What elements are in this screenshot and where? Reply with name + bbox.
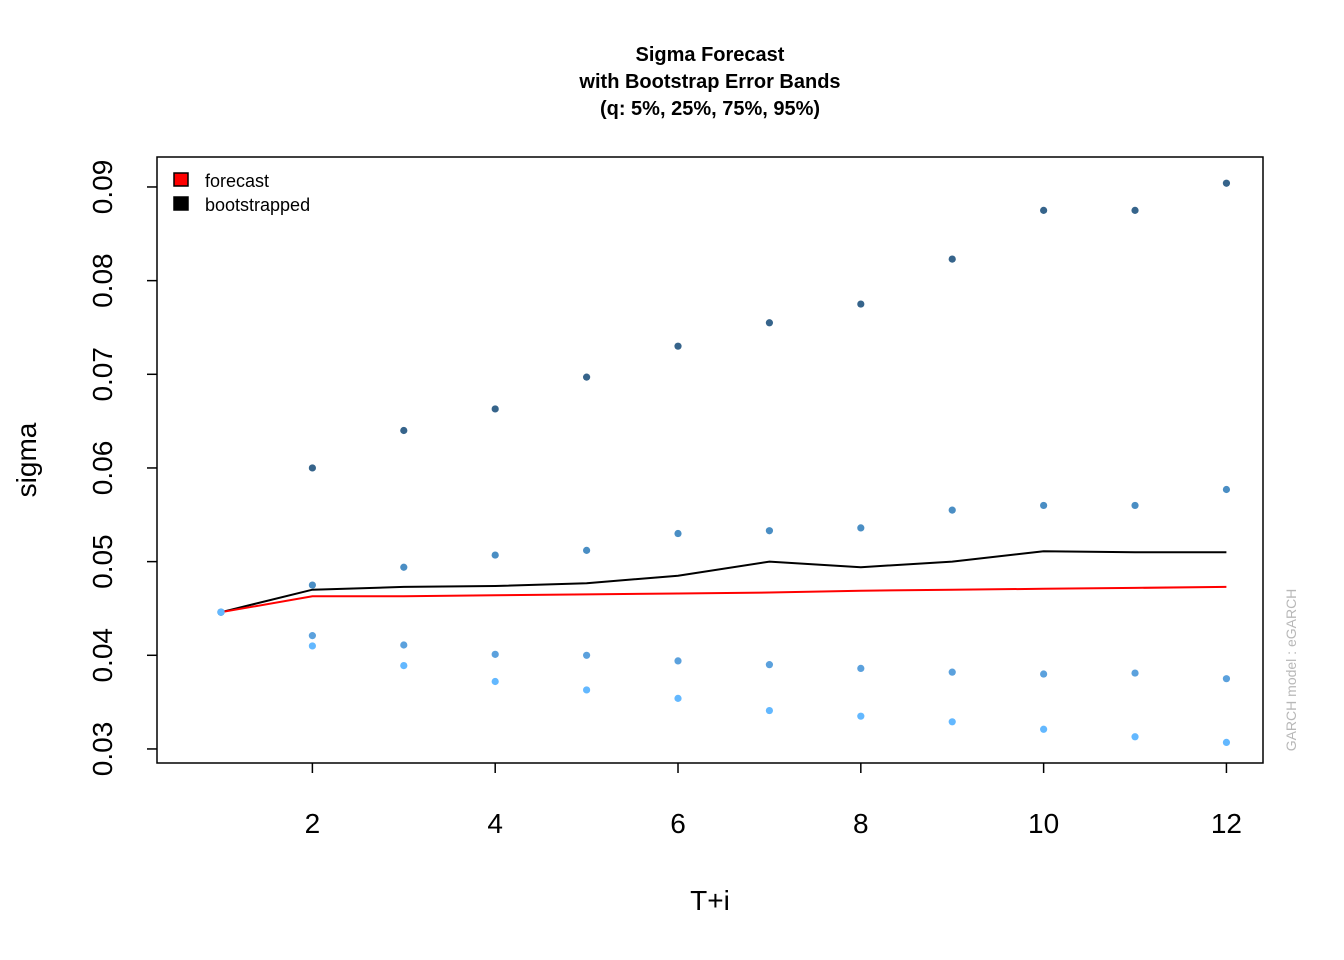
y-axis-title: sigma — [11, 422, 42, 497]
point-q25-2 — [308, 632, 316, 640]
x-tick-label-6: 6 — [670, 808, 686, 839]
model-watermark: GARCH model : eGARCH — [1283, 589, 1299, 752]
point-q95-7 — [765, 319, 774, 327]
y-tick-label-0.06: 0.06 — [87, 441, 118, 496]
y-tick-label-0.05: 0.05 — [87, 534, 118, 589]
point-q5-1 — [217, 608, 225, 616]
axes-group: 2 4 6 8 10 12 0.03 0.04 0.05 0.06 0.07 0.08 0.09 — [87, 160, 1242, 839]
point-q95-9 — [948, 255, 956, 263]
x-tick-label-10: 10 — [1028, 808, 1059, 839]
line-bootstrapped — [220, 550, 1227, 614]
point-q25-10 — [1040, 670, 1048, 678]
point-q25-8 — [857, 664, 865, 673]
y-tick-label-0.03: 0.03 — [87, 722, 118, 777]
point-q75-12 — [1222, 485, 1231, 494]
point-q25-12 — [1222, 675, 1231, 683]
point-q75-6 — [674, 529, 682, 538]
point-q25-4 — [491, 650, 499, 658]
point-q5-10 — [1040, 725, 1048, 733]
point-q75-11 — [1131, 501, 1139, 510]
legend-label-bootstrapped: bootstrapped — [205, 195, 310, 215]
legend: forecast bootstrapped — [173, 171, 310, 215]
x-axis-title: T+i — [690, 885, 730, 916]
point-q95-10 — [1040, 206, 1048, 214]
point-q75-10 — [1040, 501, 1048, 510]
point-q95-6 — [674, 342, 682, 350]
point-q95-3 — [400, 426, 408, 435]
point-q5-8 — [857, 712, 865, 720]
point-q5-11 — [1131, 733, 1139, 741]
point-q95-12 — [1222, 179, 1231, 187]
x-tick-label-2: 2 — [305, 808, 321, 839]
legend-label-forecast: forecast — [205, 171, 269, 191]
legend-swatch-forecast — [173, 172, 189, 187]
point-q25-11 — [1131, 669, 1139, 677]
y-tick-label-0.09: 0.09 — [87, 160, 118, 215]
x-tick-label-8: 8 — [853, 808, 869, 839]
plot-frame — [156, 156, 1264, 764]
series-points-group — [217, 179, 1231, 746]
y-tick-label-0.07: 0.07 — [87, 347, 118, 402]
chart-title-line-2: with Bootstrap Error Bands — [578, 71, 840, 93]
point-q25-3 — [400, 641, 408, 649]
x-tick-label-4: 4 — [487, 808, 503, 839]
point-q5-3 — [400, 661, 408, 670]
point-q25-5 — [583, 651, 591, 659]
point-q75-7 — [765, 527, 774, 535]
y-tick-label-0.04: 0.04 — [87, 628, 118, 683]
chart-title-line-3: (q: 5%, 25%, 75%, 95%) — [600, 98, 820, 120]
point-q95-2 — [308, 464, 316, 472]
series-lines-group — [220, 550, 1227, 614]
y-tick-label-0.08: 0.08 — [87, 253, 118, 308]
point-q75-5 — [583, 546, 591, 554]
point-q75-3 — [400, 563, 408, 571]
point-q5-5 — [583, 686, 591, 694]
x-tick-label-12: 12 — [1211, 808, 1242, 839]
point-q5-9 — [948, 718, 956, 726]
line-forecast — [220, 585, 1227, 614]
point-q5-7 — [765, 706, 774, 715]
point-q5-6 — [674, 694, 682, 702]
point-q25-6 — [674, 657, 682, 665]
point-q25-9 — [948, 668, 956, 676]
point-q25-7 — [765, 661, 774, 669]
point-q5-12 — [1222, 738, 1231, 746]
point-q75-4 — [491, 551, 499, 559]
point-q95-5 — [583, 373, 591, 381]
point-q75-9 — [948, 506, 956, 514]
chart-title-line-1: Sigma Forecast — [636, 44, 785, 66]
point-q95-8 — [857, 300, 865, 308]
point-q5-2 — [308, 642, 316, 650]
point-q75-2 — [308, 581, 316, 589]
point-q95-11 — [1131, 206, 1139, 214]
point-q95-4 — [491, 405, 499, 413]
point-q75-8 — [857, 524, 865, 532]
legend-swatch-bootstrapped — [173, 196, 189, 211]
point-q5-4 — [491, 677, 499, 686]
